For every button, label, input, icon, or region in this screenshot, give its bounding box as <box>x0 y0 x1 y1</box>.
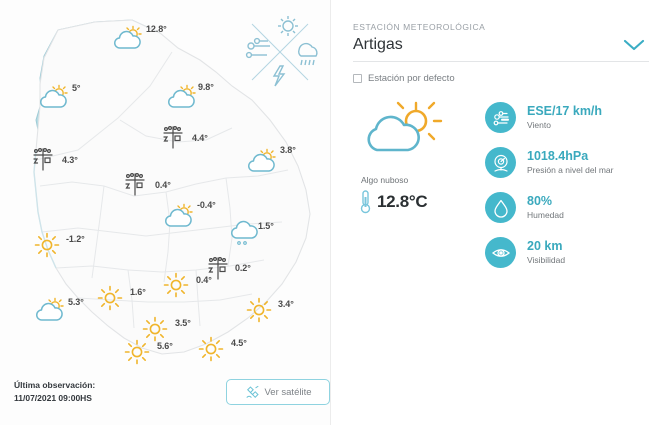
metric-presión-a-nivel-del-mar: 1018.4hPa Presión a nivel del mar <box>485 147 649 178</box>
map-temperature-label: 1.6° <box>130 287 146 297</box>
map-temperature-label: 5.3° <box>68 297 84 307</box>
map-temperature-label: 9.8° <box>198 82 214 92</box>
station-mast-icon <box>203 255 233 286</box>
satellite-icon <box>246 385 259 398</box>
metric-visibilidad: 20 km Visibilidad <box>485 237 649 268</box>
map-temperature-label: 3.5° <box>175 318 191 328</box>
sun-icon <box>246 297 272 328</box>
barometer-icon <box>493 154 508 172</box>
sun-icon <box>124 339 150 370</box>
droplet-icon <box>493 199 508 218</box>
map-panel[interactable]: 12.8° 5° 9.8° 4.4 <box>0 0 330 425</box>
wind-icon <box>245 37 270 59</box>
default-station-checkbox[interactable] <box>353 74 362 83</box>
map-temperature-label: 0.4° <box>196 275 212 285</box>
sun-behind-cloud-icon <box>367 101 443 152</box>
metric-icon-bubble <box>485 147 516 178</box>
station-underline <box>353 61 649 62</box>
sun-behind-cloud-icon <box>112 25 144 56</box>
station-mast-icon <box>28 146 58 177</box>
sun-icon <box>142 316 168 347</box>
metric-text: 1018.4hPa Presión a nivel del mar <box>527 149 613 175</box>
view-satellite-button[interactable]: Ver satélite <box>226 379 330 405</box>
sun-behind-cloud-icon <box>163 203 195 234</box>
sun-icon <box>34 232 60 263</box>
current-temperature-row: 12.8°C <box>359 189 471 215</box>
metric-label: Humedad <box>527 209 564 220</box>
metric-label: Viento <box>527 119 551 130</box>
thermometer-icon <box>360 190 371 214</box>
sun-icon <box>97 285 123 316</box>
map-temperature-label: 5.6° <box>157 341 173 351</box>
station-kicker: ESTACIÓN METEOROLÓGICA <box>353 22 486 32</box>
station-mast-icon <box>158 124 188 155</box>
view-satellite-label: Ver satélite <box>264 386 312 398</box>
map-temperature-label: -0.4° <box>197 200 216 210</box>
metric-label: Presión a nivel del mar <box>527 164 614 175</box>
current-temperature: 12.8°C <box>377 192 428 211</box>
station-mast-icon <box>120 171 150 202</box>
map-temperature-label: 3.8° <box>280 145 296 155</box>
metric-value: 20 km <box>527 239 563 254</box>
metric-icon-bubble <box>485 237 516 268</box>
station-name: Artigas <box>353 36 403 53</box>
rain-cloud-icon <box>297 42 318 66</box>
lightning-icon <box>272 65 286 87</box>
drizzle-cloud-icon <box>228 219 258 252</box>
metric-text: 80% Humedad <box>527 194 564 220</box>
chevron-down-icon[interactable] <box>619 36 649 54</box>
sun-behind-cloud-icon <box>38 84 70 115</box>
sun-icon <box>163 272 189 303</box>
map-temperature-label: 4.4° <box>192 133 208 143</box>
default-station-checkbox-row[interactable]: Estación por defecto <box>353 73 649 84</box>
default-station-label: Estación por defecto <box>368 73 455 84</box>
metric-value: 80% <box>527 194 553 209</box>
eye-icon <box>491 248 510 257</box>
last-observation: Última observación: 11/07/2021 09:00HS <box>14 379 95 404</box>
info-panel: ESTACIÓN METEOROLÓGICA Artigas Estación … <box>330 0 658 425</box>
uruguay-map[interactable] <box>0 0 330 425</box>
metric-humedad: 80% Humedad <box>485 192 649 223</box>
sun-icon <box>278 16 298 36</box>
metric-value: ESE/17 km/h <box>527 104 603 119</box>
map-temperature-label: 1.5° <box>258 221 274 231</box>
map-temperature-label: 12.8° <box>146 24 167 34</box>
last-observation-time: 11/07/2021 09:00HS <box>14 392 92 403</box>
metric-viento: ESE/17 km/h Viento <box>485 102 649 133</box>
map-temperature-label: 0.2° <box>235 263 251 273</box>
map-temperature-label: 4.5° <box>231 338 247 348</box>
wind-icon <box>493 110 509 125</box>
map-temperature-label: 0.4° <box>155 180 171 190</box>
condition-description: Algo nuboso <box>361 175 409 185</box>
metric-value: 1018.4hPa <box>527 149 589 164</box>
sun-behind-cloud-icon <box>166 84 198 115</box>
map-temperature-label: 4.3° <box>62 155 78 165</box>
weather-watermark <box>245 16 318 87</box>
map-temperature-label: -1.2° <box>66 234 85 244</box>
sun-behind-cloud-icon <box>34 297 66 328</box>
conditions-row: Algo nuboso 12.8°C ESE/17 km/h Viento <box>353 100 649 282</box>
metric-icon-bubble <box>485 102 516 133</box>
map-temperature-label: 3.4° <box>278 299 294 309</box>
sun-icon <box>198 336 224 367</box>
metric-text: ESE/17 km/h Viento <box>527 104 602 130</box>
last-observation-caption: Última observación: <box>14 380 96 391</box>
map-temperature-label: 5° <box>72 83 81 93</box>
sun-behind-cloud-icon <box>246 148 278 179</box>
station-selector[interactable]: Artigas <box>353 36 649 54</box>
current-conditions: Algo nuboso 12.8°C <box>353 100 471 282</box>
metric-icon-bubble <box>485 192 516 223</box>
metrics-list: ESE/17 km/h Viento 1018.4hPa Presión a niv… <box>471 100 649 282</box>
metric-text: 20 km Visibilidad <box>527 239 565 265</box>
metric-label: Visibilidad <box>527 254 566 265</box>
